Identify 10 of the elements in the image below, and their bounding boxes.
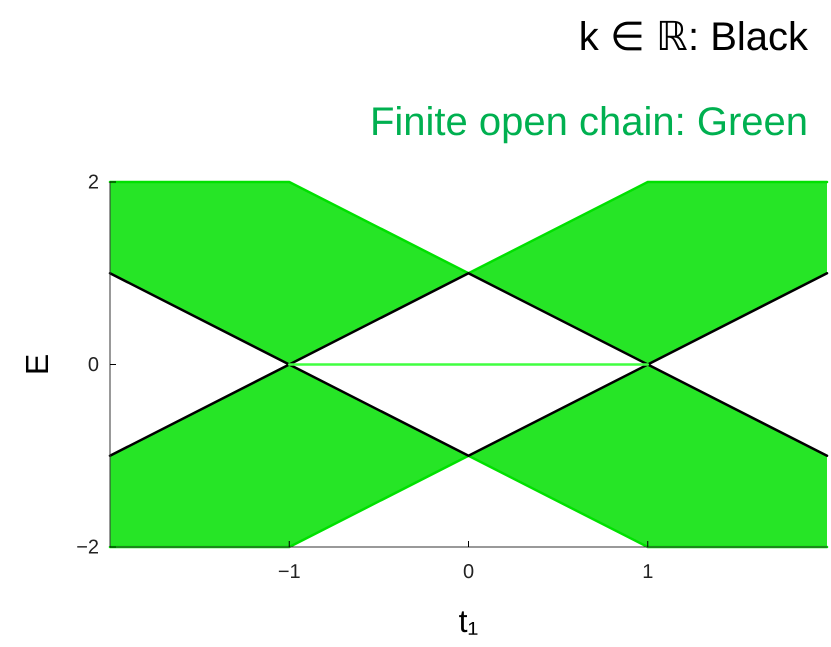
y-tick-label: 0 (88, 354, 99, 376)
x-tick-label: 1 (642, 561, 654, 583)
y-tick-label: −2 (76, 536, 99, 558)
y-axis-title: E (19, 354, 55, 376)
x-tick-label: −1 (278, 561, 301, 583)
x-axis-title: t₁ (458, 603, 478, 639)
x-tick-label: 0 (462, 561, 474, 583)
y-tick-label: 2 (88, 171, 99, 194)
chart-subtitle: Finite open chain: Green (370, 100, 808, 144)
chart-title: k ∈ ℝ: Black (578, 15, 809, 59)
